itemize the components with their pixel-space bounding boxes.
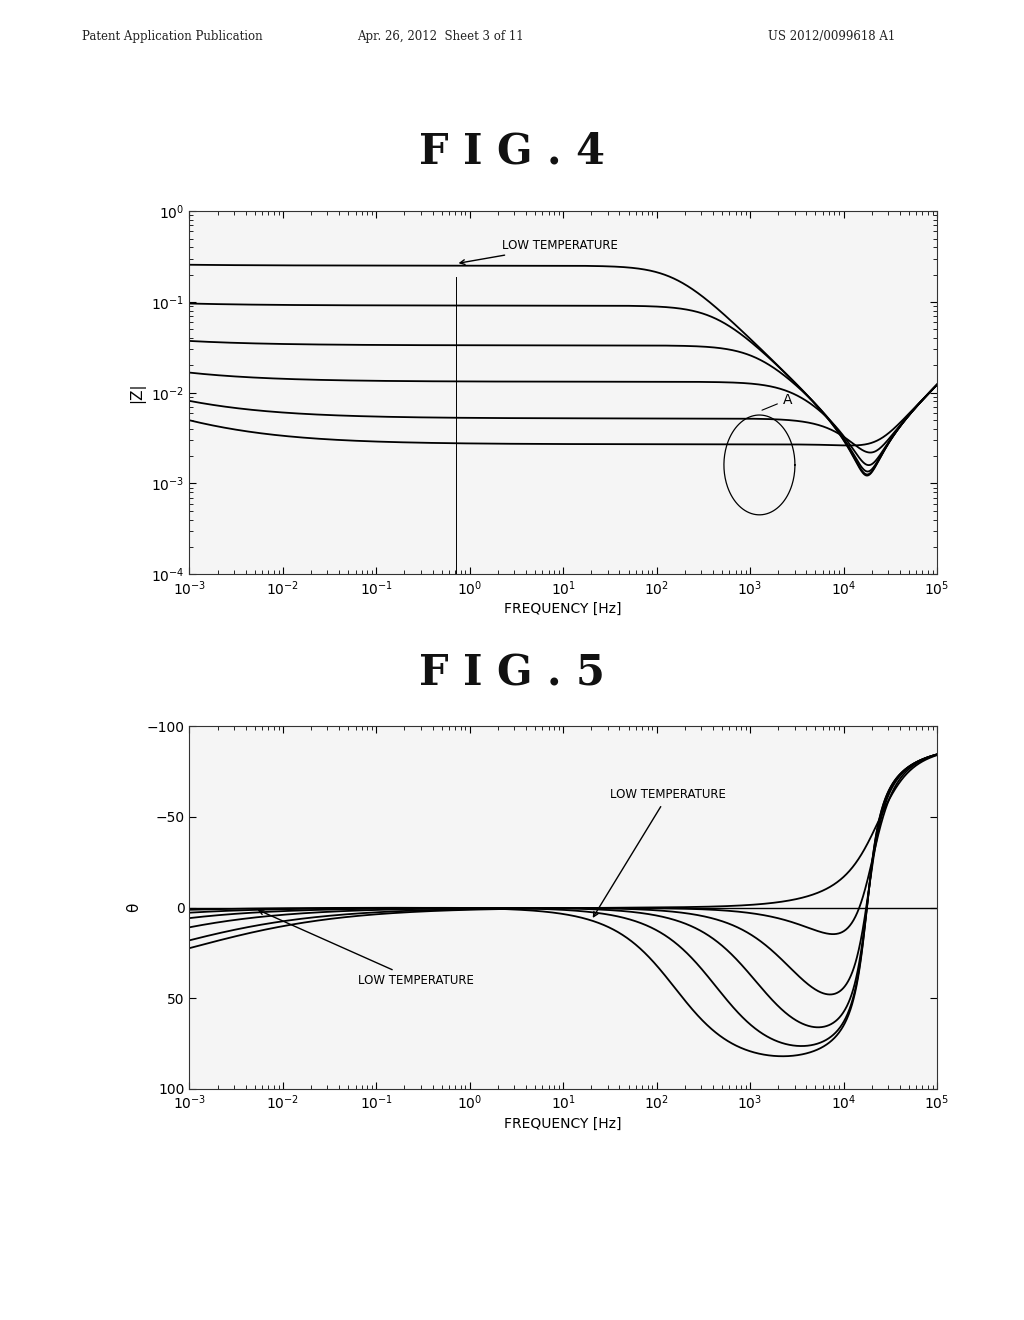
Y-axis label: |Z|: |Z| — [129, 383, 145, 403]
Text: LOW TEMPERATURE: LOW TEMPERATURE — [460, 239, 618, 264]
Text: LOW TEMPERATURE: LOW TEMPERATURE — [259, 909, 473, 986]
X-axis label: FREQUENCY [Hz]: FREQUENCY [Hz] — [505, 1117, 622, 1131]
Text: A: A — [762, 393, 793, 411]
X-axis label: FREQUENCY [Hz]: FREQUENCY [Hz] — [505, 602, 622, 616]
Text: Apr. 26, 2012  Sheet 3 of 11: Apr. 26, 2012 Sheet 3 of 11 — [357, 30, 523, 44]
Y-axis label: θ: θ — [126, 903, 141, 912]
Text: Patent Application Publication: Patent Application Publication — [82, 30, 262, 44]
Text: US 2012/0099618 A1: US 2012/0099618 A1 — [768, 30, 895, 44]
Text: F I G . 5: F I G . 5 — [419, 652, 605, 694]
Text: F I G . 4: F I G . 4 — [419, 131, 605, 173]
Text: LOW TEMPERATURE: LOW TEMPERATURE — [594, 788, 726, 916]
